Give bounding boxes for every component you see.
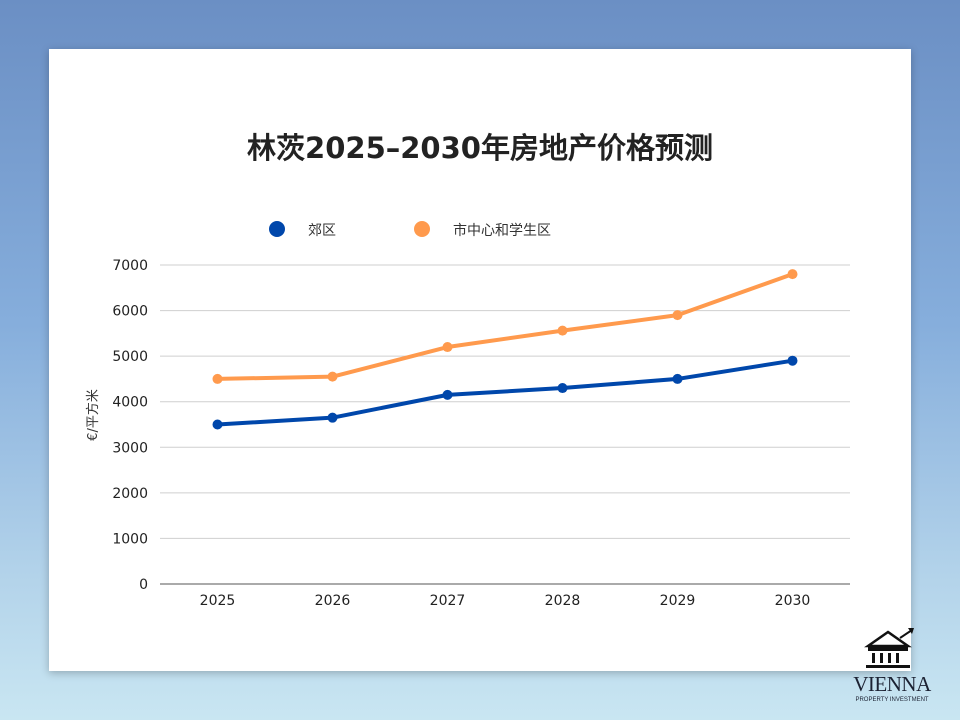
chart-title: 林茨2025–2030年房地产价格预测 <box>247 131 713 165</box>
legend-marker <box>414 221 430 237</box>
data-point <box>672 373 683 384</box>
data-point <box>442 342 453 353</box>
x-tick-label: 2028 <box>545 593 581 609</box>
y-tick-label: 7000 <box>112 258 148 274</box>
y-tick-label: 0 <box>139 577 148 593</box>
bank-building-icon <box>864 628 914 668</box>
x-tick-label: 2026 <box>315 593 351 609</box>
chart-card <box>49 49 911 671</box>
x-tick-label: 2029 <box>660 593 696 609</box>
data-point <box>557 383 568 394</box>
data-point <box>442 389 453 400</box>
logo-tagline: PROPERTY INVESTMENT <box>855 697 929 703</box>
logo-wordmark: VIENNA <box>853 672 931 696</box>
x-tick-label: 2025 <box>200 593 236 609</box>
vienna-logo: VIENNA PROPERTY INVESTMENT <box>842 624 942 716</box>
x-tick-label: 2030 <box>775 593 811 609</box>
legend-label: 郊区 <box>308 222 336 239</box>
y-axis-label: €/平方米 <box>85 389 101 441</box>
data-point <box>787 269 798 280</box>
data-point <box>327 371 338 382</box>
y-tick-label: 6000 <box>112 304 148 320</box>
data-point <box>672 310 683 321</box>
data-point <box>327 412 338 423</box>
y-tick-label: 2000 <box>112 486 148 502</box>
x-tick-label: 2027 <box>430 593 466 609</box>
y-tick-label: 4000 <box>112 395 148 411</box>
y-tick-label: 1000 <box>112 531 148 547</box>
legend-label: 市中心和学生区 <box>453 222 551 239</box>
data-point <box>557 325 568 336</box>
data-point <box>212 419 223 430</box>
y-tick-label: 5000 <box>112 349 148 365</box>
y-tick-label: 3000 <box>112 440 148 456</box>
data-point <box>212 373 223 384</box>
series-line <box>217 272 794 381</box>
data-point <box>787 355 798 366</box>
legend-marker <box>269 221 285 237</box>
series-line <box>217 358 793 427</box>
